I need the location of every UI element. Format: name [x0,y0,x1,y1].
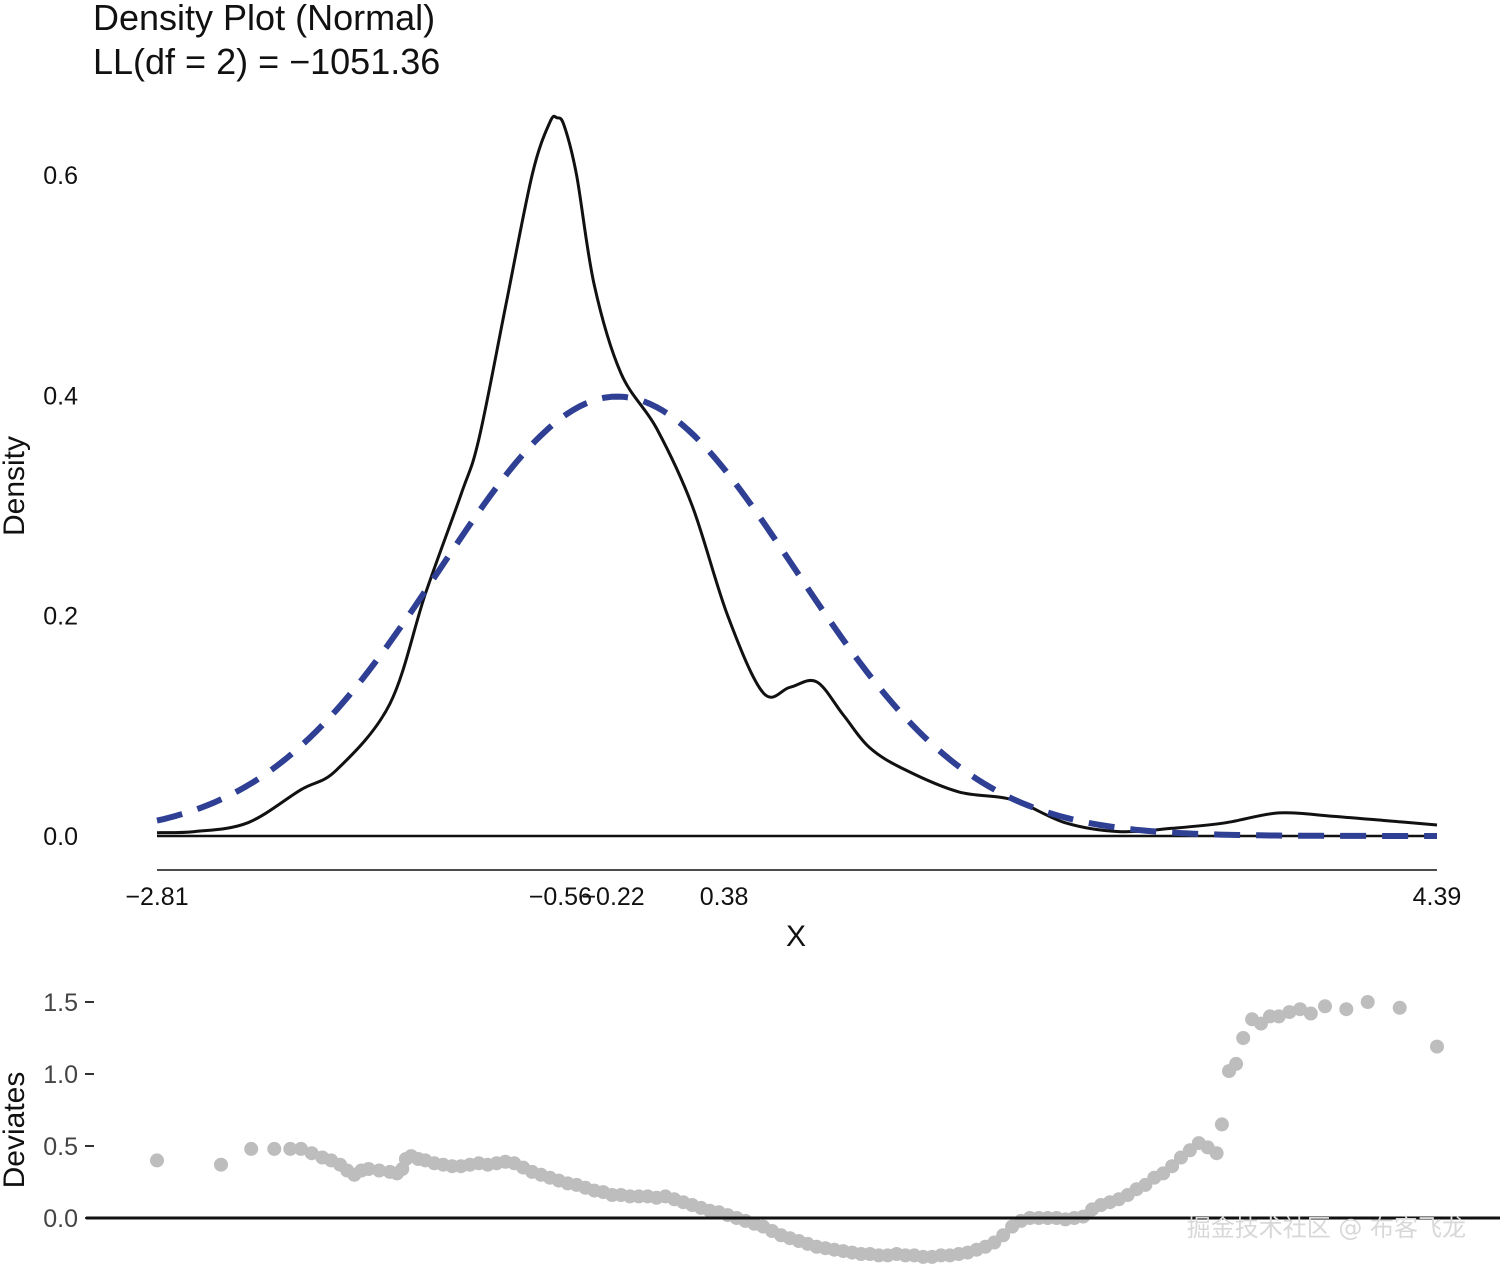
deviates-y-tick-label: 0.0 [43,1205,78,1233]
watermark: 掘金技术社区 @ 布客飞龙 [1187,1214,1466,1242]
density-x-tick-label: −2.81 [125,883,188,911]
density-y-tick-label: 0.4 [43,382,78,410]
deviate-point [267,1141,282,1156]
deviate-point [283,1141,298,1156]
density-x-tick-label: −0.22 [581,883,644,911]
density-plot: Density X 0.0 0.2 0.4 0.6 −2.81 −0.56−0.22 0.… [0,114,1461,953]
deviate-point [1360,995,1375,1009]
density-x-tick-label: 4.39 [1413,883,1462,911]
deviate-point [1318,999,1332,1014]
deviate-point [1303,1006,1318,1021]
normal-fit-dashed-line [156,393,1437,839]
x-axis-label: X [786,920,806,953]
deviate-point [996,1228,1011,1243]
y-axis-label-density: Density [0,436,31,536]
deviate-point [1271,1009,1286,1024]
deviates-y-ticks: 0.0 0.5 1.0 1.5 [43,989,94,1233]
density-series-group [156,114,1438,839]
deviate-point [1209,1146,1224,1161]
density-y-tick-label: 0.6 [43,162,78,190]
density-y-tick-label: 0.0 [43,823,78,851]
deviate-point [1282,1005,1297,1020]
deviate-point [1392,1000,1407,1015]
chart-subtitle: LL(df = 2) = −1051.36 [93,41,440,82]
deviate-point [304,1146,319,1161]
empirical-density-line [156,114,1438,835]
deviate-point [1293,1002,1308,1017]
deviates-y-tick-label: 0.5 [43,1133,78,1161]
density-y-tick-label: 0.2 [43,603,78,631]
deviate-point [294,1141,308,1156]
deviate-point [1214,1117,1229,1132]
deviate-point [1430,1039,1444,1054]
deviate-point [150,1153,164,1168]
density-x-ticks: −2.81 −0.56−0.22 0.38 4.39 [125,883,1461,911]
density-x-tick-label: −0.56 [529,883,592,911]
density-x-tick-label: 0.38 [700,883,749,911]
deviate-point [372,1163,387,1178]
deviates-plot: Deviates 0.0 0.5 1.0 1.5 [0,989,1500,1264]
deviate-point [1339,1002,1354,1017]
y-axis-label-deviates: Deviates [0,1072,31,1189]
deviate-point [244,1141,259,1156]
density-y-ticks: 0.0 0.2 0.4 0.6 [43,162,78,851]
deviates-y-tick-label: 1.5 [43,989,78,1017]
chart-title: Density Plot (Normal) [93,0,435,38]
deviate-point [1229,1056,1244,1071]
deviate-point [361,1162,376,1176]
deviate-point [214,1157,228,1172]
deviate-point [1165,1159,1180,1174]
deviates-y-tick-label: 1.0 [43,1061,78,1089]
deviate-point [1236,1031,1251,1045]
